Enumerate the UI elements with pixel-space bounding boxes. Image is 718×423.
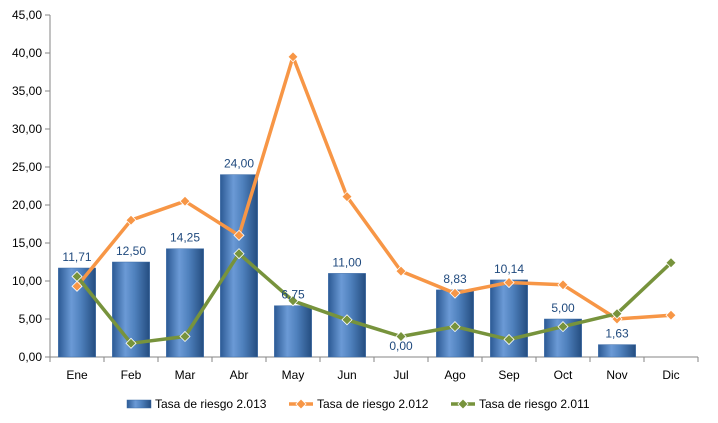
x-tick-label: May <box>282 368 305 382</box>
point <box>665 257 677 269</box>
y-tick-label: 20,00 <box>12 198 42 212</box>
point <box>341 191 353 203</box>
point <box>71 280 83 292</box>
bar-data-label: 24,00 <box>224 157 254 171</box>
bar-data-label: 14,25 <box>170 231 200 245</box>
x-tick-label: Jun <box>337 368 356 382</box>
point <box>179 330 191 343</box>
legend-marker <box>295 398 307 410</box>
x-tick-label: Oct <box>554 368 573 382</box>
point <box>341 314 353 326</box>
axes: 0,00 5,00 10,00 15,00 20,00 25,00 30,00 35,00 40… <box>12 8 699 382</box>
bar-data-label: 10,14 <box>494 262 524 276</box>
bar <box>490 279 528 358</box>
legend-label: Tasa de riesgo 2.011 <box>479 397 590 411</box>
bar-data-label: 0,00 <box>389 339 413 353</box>
legend-label: Tasa de riesgo 2.013 <box>155 397 267 411</box>
bar-data-label: 8,83 <box>443 272 467 286</box>
point <box>503 276 515 289</box>
y-tick-label: 35,00 <box>12 84 42 98</box>
point <box>71 270 83 283</box>
point <box>233 229 245 241</box>
bar-data-label: 11,00 <box>332 255 361 269</box>
x-tick-label: Ago <box>444 368 466 382</box>
point <box>233 248 245 260</box>
bar <box>598 344 636 358</box>
x-tick-label: Mar <box>175 368 196 382</box>
point <box>503 333 515 346</box>
point <box>557 321 569 333</box>
bar <box>274 305 312 358</box>
point <box>125 337 137 349</box>
y-tick-label: 45,00 <box>12 8 42 22</box>
point <box>395 265 407 277</box>
bar-data-label: 11,71 <box>62 250 91 264</box>
series-line-1 <box>75 55 672 321</box>
x-tick-label: Dic <box>662 368 679 382</box>
data-labels: 11,71 12,50 14,25 24,00 6,75 11,00 0,00 8,83 10,… <box>62 157 629 353</box>
point <box>287 51 299 63</box>
y-tick-label: 25,00 <box>12 160 42 174</box>
legend-marker <box>457 398 469 410</box>
x-tick-label: Nov <box>606 368 627 382</box>
point <box>665 309 677 321</box>
x-tick-label: Feb <box>121 368 142 382</box>
y-tick-label: 30,00 <box>12 122 42 136</box>
y-tick-label: 10,00 <box>12 274 42 288</box>
point <box>125 214 137 226</box>
point <box>557 279 569 291</box>
bar-data-label: 1,63 <box>605 327 629 341</box>
legend: Tasa de riesgo 2.013 Tasa de riesgo 2.012… <box>126 397 590 411</box>
x-tick-label: Ene <box>66 368 88 382</box>
bar-data-label: 6,75 <box>281 288 305 302</box>
point <box>179 195 191 207</box>
legend-swatch <box>126 399 152 409</box>
x-tick-label: Sep <box>498 368 520 382</box>
point <box>395 330 407 343</box>
y-tick-label: 15,00 <box>12 236 42 250</box>
line-series <box>71 51 677 349</box>
bar-data-label: 12,50 <box>116 244 146 258</box>
y-tick-label: 0,00 <box>19 350 43 364</box>
x-tick-label: Abr <box>230 368 249 382</box>
y-tick-label: 5,00 <box>19 312 43 326</box>
x-tick-label: Jul <box>393 368 408 382</box>
bar-data-label: 5,00 <box>551 301 575 315</box>
y-tick-label: 40,00 <box>12 46 42 60</box>
point <box>611 308 623 320</box>
point <box>449 321 461 333</box>
point <box>287 295 299 307</box>
point <box>449 287 461 299</box>
legend-label: Tasa de riesgo 2.012 <box>317 397 429 411</box>
series-line-2 <box>75 251 673 346</box>
